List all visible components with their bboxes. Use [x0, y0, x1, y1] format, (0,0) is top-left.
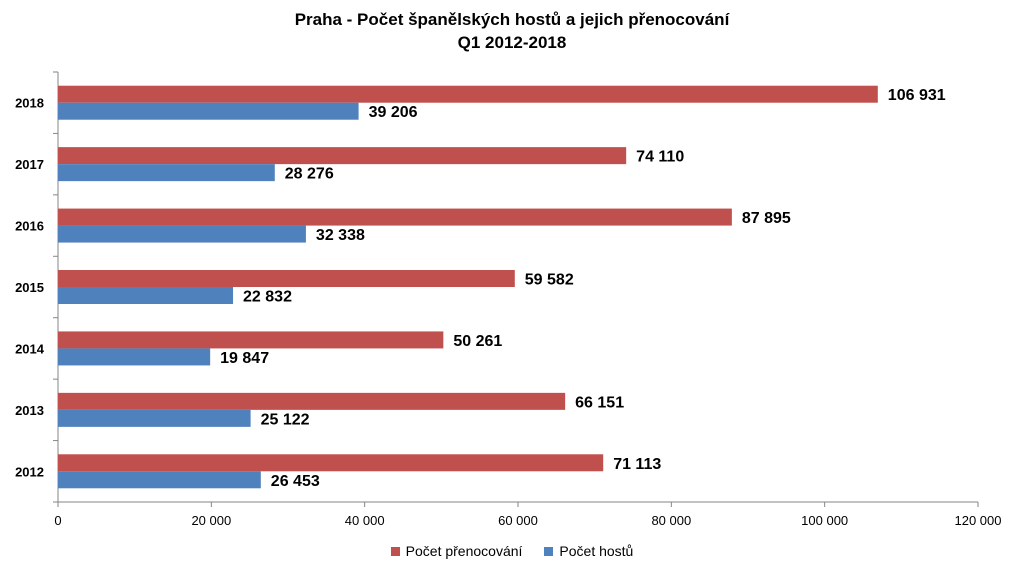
legend-label-guests: Počet hostů: [559, 543, 634, 559]
y-tick-label: 2013: [15, 403, 44, 418]
bar-guests: [58, 409, 251, 427]
legend: Počet přenocování Počet hostů: [0, 543, 1024, 559]
y-tick-label: 2015: [15, 280, 44, 295]
y-tick-label: 2014: [15, 341, 45, 356]
data-label-nights: 66 151: [575, 394, 624, 411]
legend-item-nights: Počet přenocování: [390, 543, 523, 559]
bar-nights: [58, 85, 878, 103]
bar-guests: [58, 164, 275, 182]
data-label-guests: 25 122: [261, 411, 310, 428]
data-label-guests: 22 832: [243, 289, 292, 306]
x-tick-label: 120 000: [955, 513, 1002, 528]
bar-guests: [58, 348, 211, 366]
x-tick-label: 0: [54, 513, 61, 528]
bar-nights: [58, 331, 444, 349]
bar-nights: [58, 454, 604, 472]
data-label-guests: 32 338: [316, 227, 365, 244]
legend-swatch-guests: [544, 546, 554, 556]
legend-item-guests: Počet hostů: [544, 543, 633, 559]
data-label-guests: 39 206: [369, 104, 418, 121]
x-tick-label: 40 000: [345, 513, 385, 528]
data-label-guests: 28 276: [285, 166, 334, 183]
bar-nights: [58, 147, 627, 165]
x-tick-label: 20 000: [191, 513, 231, 528]
chart-title: Praha - Počet španělských hostů a jejich…: [294, 10, 730, 29]
data-label-guests: 26 453: [271, 473, 320, 490]
y-tick-label: 2018: [15, 96, 44, 111]
bar-guests: [58, 102, 359, 120]
data-label-guests: 19 847: [220, 350, 269, 367]
y-tick-label: 2016: [15, 219, 44, 234]
x-tick-label: 100 000: [801, 513, 848, 528]
bar-nights: [58, 392, 566, 410]
data-label-nights: 106 931: [888, 87, 946, 104]
y-tick-label: 2012: [15, 464, 44, 479]
bar-guests: [58, 471, 261, 489]
data-label-nights: 71 113: [613, 456, 661, 473]
data-label-nights: 59 582: [525, 272, 574, 289]
bar-guests: [58, 225, 306, 243]
bar-nights: [58, 270, 515, 287]
y-tick-label: 2017: [15, 157, 44, 172]
bar-guests: [58, 287, 234, 304]
x-tick-label: 80 000: [651, 513, 691, 528]
data-label-nights: 74 110: [636, 149, 684, 166]
chart-subtitle: Q1 2012-2018: [457, 33, 567, 52]
bar-nights: [58, 208, 732, 226]
data-label-nights: 50 261: [453, 333, 502, 350]
legend-label-nights: Počet přenocování: [405, 543, 523, 559]
x-tick-label: 60 000: [498, 513, 538, 528]
data-label-nights: 87 895: [742, 210, 791, 227]
legend-swatch-nights: [390, 546, 400, 556]
